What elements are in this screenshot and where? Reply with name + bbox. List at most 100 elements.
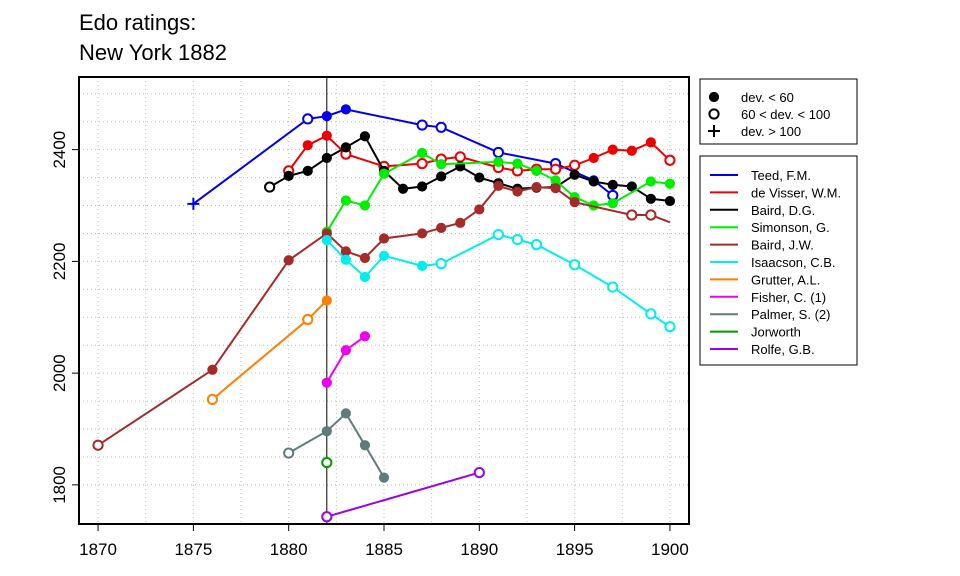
series-legend: Teed, F.M. de Visser, W.M. Baird, D.G. Simo… xyxy=(699,155,858,366)
data-point xyxy=(531,181,542,193)
data-point xyxy=(531,165,542,176)
data-point xyxy=(283,447,295,459)
data-point xyxy=(474,172,485,183)
data-point xyxy=(321,511,333,523)
marker-legend-label: dev. > 100 xyxy=(741,124,801,139)
data-point xyxy=(302,165,313,176)
y-tick-label: 1800 xyxy=(50,466,69,504)
data-point xyxy=(206,393,219,405)
x-tick-label: 1895 xyxy=(556,540,594,559)
series-jorworth xyxy=(321,456,333,469)
legend-symbol-open-circle xyxy=(708,108,720,120)
series-fisher-c-1 xyxy=(321,331,371,388)
y-axis: 1800 2000 2200 2400 xyxy=(50,131,79,504)
data-point xyxy=(321,426,332,437)
data-point xyxy=(664,321,676,333)
marker-legend-label: dev. < 60 xyxy=(741,90,794,105)
series-legend-label: Jorworth xyxy=(751,325,801,340)
series-legend-label: Palmer, S. (2) xyxy=(751,307,830,322)
data-point xyxy=(321,111,332,122)
series-baird-j-w xyxy=(92,180,671,451)
series-legend-box xyxy=(699,155,858,366)
data-point xyxy=(493,156,504,168)
series-simonson-g xyxy=(321,147,676,237)
data-point xyxy=(417,228,428,239)
y-tick-label: 2000 xyxy=(50,354,69,392)
grid xyxy=(79,77,689,524)
data-point xyxy=(321,130,332,141)
data-point xyxy=(455,217,466,228)
data-point xyxy=(340,345,351,356)
x-tick-label: 1870 xyxy=(79,540,117,559)
data-point xyxy=(378,472,390,483)
x-tick-label: 1900 xyxy=(651,540,689,559)
data-point xyxy=(607,281,619,293)
series-legend-label: Baird, J.W. xyxy=(751,238,814,253)
data-point xyxy=(645,209,657,221)
series-teed-f-m xyxy=(187,104,619,210)
series-legend-label: de Visser, W.M. xyxy=(751,185,841,200)
data-point xyxy=(283,170,294,181)
data-point xyxy=(378,168,390,179)
data-point xyxy=(207,364,218,375)
data-point xyxy=(417,147,428,159)
series-line xyxy=(97,184,671,447)
y-tick-label: 2200 xyxy=(50,242,69,280)
data-point xyxy=(359,331,371,342)
data-point xyxy=(378,250,390,261)
data-point xyxy=(283,255,294,266)
data-point xyxy=(264,181,276,193)
data-point xyxy=(569,159,581,171)
series-line xyxy=(269,134,671,202)
data-point xyxy=(340,246,351,257)
marker-legend-box xyxy=(699,78,858,145)
data-point xyxy=(378,233,390,244)
data-point xyxy=(417,181,428,192)
data-point xyxy=(435,121,447,133)
data-point xyxy=(435,258,447,270)
legend-symbol-filled-circle xyxy=(708,91,720,103)
data-point xyxy=(359,440,371,451)
data-point xyxy=(607,144,618,155)
data-point xyxy=(359,200,371,211)
data-point xyxy=(492,228,504,241)
data-point xyxy=(588,176,599,187)
data-point xyxy=(530,239,543,251)
series-line xyxy=(325,335,366,384)
data-point xyxy=(645,176,656,187)
data-point xyxy=(626,181,637,192)
data-point xyxy=(92,439,104,451)
data-point xyxy=(550,183,561,194)
legend-symbol-plus xyxy=(708,125,720,137)
y-tick-label: 2400 xyxy=(50,131,69,169)
data-point xyxy=(645,137,656,148)
data-point xyxy=(340,408,351,419)
data-point xyxy=(549,163,562,175)
series-legend-label: Simonson, G. xyxy=(751,220,830,235)
data-point xyxy=(511,233,524,246)
data-point xyxy=(359,131,371,142)
series-legend-label: Isaacson, C.B. xyxy=(751,255,836,270)
series-legend-label: Grutter, A.L. xyxy=(751,272,820,287)
series-line xyxy=(326,471,480,518)
data-point xyxy=(340,104,351,115)
data-point xyxy=(664,154,676,166)
data-point xyxy=(436,159,447,170)
data-point xyxy=(664,178,676,189)
data-point xyxy=(454,151,466,163)
data-point xyxy=(321,456,333,469)
x-tick-label: 1880 xyxy=(270,540,308,559)
data-point xyxy=(417,260,428,271)
data-point xyxy=(321,235,332,246)
data-point xyxy=(607,198,618,209)
series-legend-label: Fisher, C. (1) xyxy=(751,290,826,305)
data-point xyxy=(626,145,637,156)
data-point xyxy=(645,193,656,204)
series-isaacson-c-b xyxy=(321,228,676,333)
data-point xyxy=(340,142,351,153)
data-point xyxy=(436,171,447,182)
data-point xyxy=(473,466,485,479)
data-point xyxy=(302,113,314,125)
data-point xyxy=(474,204,485,215)
data-point xyxy=(436,222,447,233)
